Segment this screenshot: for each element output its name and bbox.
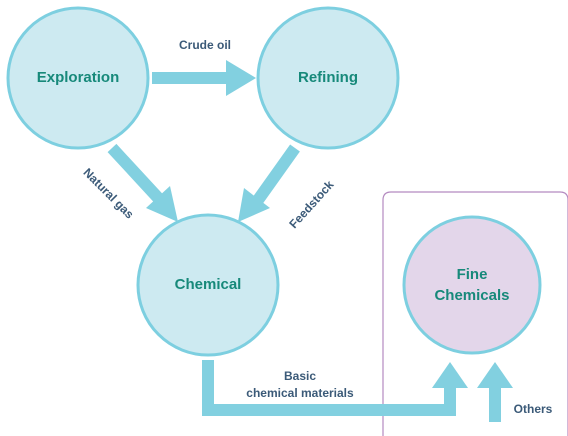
node-circle	[256, 6, 400, 150]
node-label: Chemical	[175, 276, 242, 293]
node-circle	[6, 6, 150, 150]
arrow	[253, 144, 300, 204]
node-label: Refining	[298, 69, 358, 86]
node-label: Fine	[457, 266, 488, 283]
node-label: Chemicals	[434, 287, 509, 304]
arrowhead	[238, 188, 270, 222]
edge-label: Others	[514, 402, 553, 416]
node-label: Exploration	[37, 69, 120, 86]
node-circle	[402, 215, 542, 355]
arrowhead	[146, 186, 178, 222]
arrowhead	[226, 60, 256, 96]
edge-label: Crude oil	[179, 38, 231, 52]
edge-label: Feedstock	[286, 177, 336, 231]
arrow	[107, 143, 165, 205]
arrowhead	[432, 362, 468, 388]
edge-label: chemical materials	[246, 386, 354, 400]
edge-label: Basic	[284, 369, 316, 383]
node-circle	[136, 213, 280, 357]
arrow	[202, 360, 456, 416]
arrowhead	[477, 362, 513, 388]
